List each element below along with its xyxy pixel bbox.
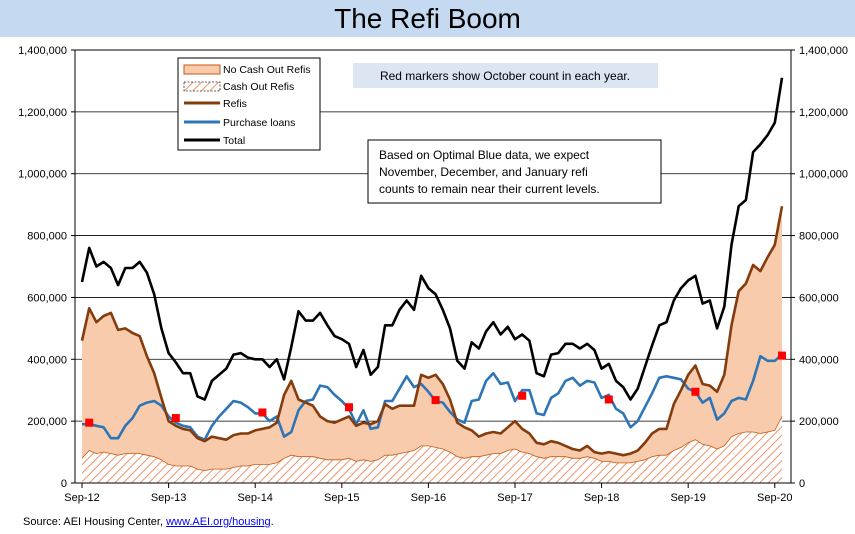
- plot-frame: [74, 49, 792, 484]
- legend-swatch-no-cash-out: [183, 64, 221, 75]
- y-tick-label: 1,200,000: [799, 107, 848, 119]
- legend-label-purchase: Purchase loans: [223, 117, 295, 129]
- x-tick-label: Sep-19: [670, 492, 705, 504]
- legend-label-refis: Refis: [223, 98, 247, 110]
- legend-label-total: Total: [223, 135, 245, 147]
- legend: No Cash Out Refis Cash Out Refis Refis P…: [177, 57, 321, 151]
- october-marker: [431, 396, 440, 405]
- y-axis-right: 0 200,000 400,000 600,000 800,000 1,000,000 1,…: [791, 45, 848, 490]
- y-tick-label: 1,000,000: [18, 169, 67, 181]
- forecast-note-line-2: November, December, and January refi: [379, 165, 588, 179]
- area-no-cash-out-refis: [82, 206, 782, 471]
- y-tick-label: 400,000: [27, 354, 67, 366]
- red-marker-note-text: Red markers show October count in each y…: [380, 69, 630, 83]
- x-tick-label: Sep-20: [757, 492, 792, 504]
- legend-label-no-cash-out: No Cash Out Refis: [223, 64, 311, 76]
- y-tick-label: 0: [799, 478, 805, 490]
- forecast-note: Based on Optimal Blue data, we expect No…: [367, 139, 662, 204]
- october-marker: [345, 403, 354, 412]
- forecast-note-line-3: counts to remain near their current leve…: [379, 182, 600, 196]
- x-tick-label: Sep-14: [237, 492, 272, 504]
- area-cash-out-refis: [82, 416, 782, 483]
- forecast-note-box: [367, 139, 662, 204]
- source-link[interactable]: www.AEI.org/housing: [166, 516, 271, 528]
- legend-label-cash-out: Cash Out Refis: [223, 81, 294, 93]
- october-marker: [518, 391, 527, 400]
- y-tick-label: 400,000: [799, 354, 839, 366]
- x-tick-label: Sep-13: [151, 492, 186, 504]
- red-marker-note-box: [353, 63, 658, 88]
- y-tick-label: 200,000: [799, 416, 839, 428]
- x-axis: Sep-12 Sep-13 Sep-14 Sep-15 Sep-16 Sep-17 Sep-…: [64, 483, 793, 504]
- october-marker: [691, 387, 700, 396]
- y-tick-label: 600,000: [799, 292, 839, 304]
- line-cash-out-refis: [81, 416, 783, 472]
- y-tick-label: 1,000,000: [799, 169, 848, 181]
- x-tick-label: Sep-15: [324, 492, 359, 504]
- y-tick-label: 200,000: [27, 416, 67, 428]
- title-bar: [0, 0, 855, 37]
- gridlines: [75, 111, 791, 422]
- october-marker: [85, 418, 94, 427]
- y-tick-label: 1,200,000: [18, 107, 67, 119]
- x-tick-label: Sep-17: [497, 492, 532, 504]
- y-tick-label: 800,000: [27, 231, 67, 243]
- source-note: Source: AEI Housing Center, www.AEI.org/…: [23, 516, 274, 528]
- october-markers: [85, 351, 786, 427]
- y-tick-label: 0: [61, 478, 67, 490]
- areas: [82, 206, 782, 483]
- source-label: Source: AEI Housing Center,: [23, 516, 167, 528]
- chart: 0 200,000 400,000 600,000 800,000 1,000,000 1,…: [18, 45, 848, 504]
- forecast-note-line-1: Based on Optimal Blue data, we expect: [379, 148, 590, 162]
- y-axis-left: 0 200,000 400,000 600,000 800,000 1,000,000 1,…: [18, 45, 75, 490]
- line-refis: [80, 205, 784, 457]
- y-tick-label: 600,000: [27, 292, 67, 304]
- october-marker: [171, 414, 180, 423]
- y-tick-label: 1,400,000: [799, 45, 848, 57]
- line-total: [80, 77, 784, 401]
- october-marker: [778, 351, 786, 360]
- legend-swatch-cash-out: [183, 81, 221, 92]
- y-tick-label: 800,000: [799, 231, 839, 243]
- x-tick-label: Sep-16: [411, 492, 446, 504]
- x-tick-label: Sep-12: [64, 492, 99, 504]
- x-tick-label: Sep-18: [584, 492, 619, 504]
- october-marker: [258, 408, 267, 417]
- y-tick-label: 1,400,000: [18, 45, 67, 57]
- chart-title: The Refi Boom: [334, 3, 521, 34]
- source-suffix: .: [270, 516, 274, 528]
- october-marker: [604, 395, 613, 404]
- red-marker-note: Red markers show October count in each y…: [353, 63, 658, 88]
